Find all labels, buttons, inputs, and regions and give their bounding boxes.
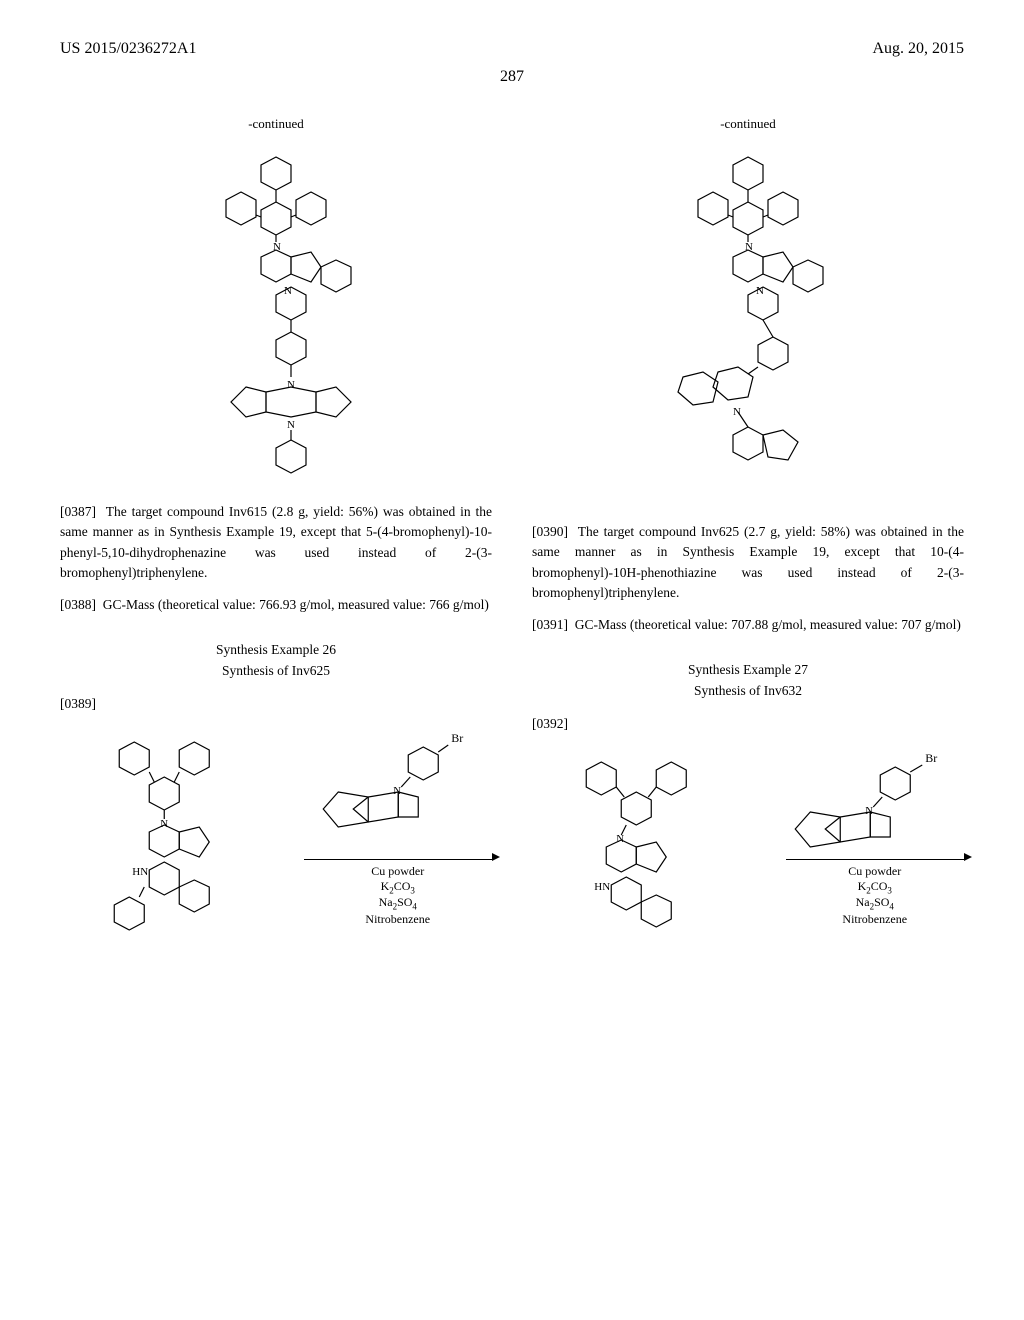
molecule-svg-inv625: N N N bbox=[532, 142, 964, 502]
right-column: -continued N N bbox=[532, 116, 964, 972]
svg-text:N: N bbox=[733, 406, 741, 418]
page-header: US 2015/0236272A1 Aug. 20, 2015 bbox=[60, 40, 964, 58]
paragraph-0387: [0387] The target compound Inv615 (2.8 g… bbox=[60, 502, 492, 583]
svg-text:N: N bbox=[160, 818, 168, 830]
svg-text:N: N bbox=[756, 285, 764, 297]
svg-text:HN: HN bbox=[594, 881, 610, 893]
molecule-svg-scheme26-left: N HN bbox=[60, 727, 269, 957]
example-26-title: Synthesis Example 26 bbox=[60, 642, 492, 658]
reaction-arrow-27 bbox=[786, 857, 965, 860]
paragraph-0390: [0390] The target compound Inv625 (2.7 g… bbox=[532, 522, 964, 603]
para-text-0391: GC-Mass (theoretical value: 707.88 g/mol… bbox=[575, 617, 961, 632]
two-column-layout: -continued N bbox=[60, 116, 964, 972]
reagent-27-line4: Nitrobenzene bbox=[786, 912, 965, 927]
reagent-27-line3: Na2SO4 bbox=[786, 895, 965, 911]
para-text-0390: The target compound Inv625 (2.7 g, yield… bbox=[532, 524, 964, 600]
page-number: 287 bbox=[60, 68, 964, 86]
patent-date: Aug. 20, 2015 bbox=[872, 40, 964, 58]
svg-text:N: N bbox=[284, 285, 292, 297]
scheme-26: N HN Br bbox=[60, 727, 492, 957]
chemical-structure-inv615: N N N N bbox=[60, 142, 492, 482]
para-number-0392: [0392] bbox=[532, 716, 568, 731]
reagent-27-line1: Cu powder bbox=[786, 864, 965, 879]
paragraph-0392: [0392] bbox=[532, 714, 964, 734]
reagent-26-line3: Na2SO4 bbox=[304, 895, 493, 911]
molecule-svg-inv615: N N N N bbox=[60, 142, 492, 482]
scheme-27-reactant-1: N HN bbox=[532, 747, 741, 957]
svg-text:HN: HN bbox=[132, 866, 148, 878]
svg-text:N: N bbox=[287, 419, 295, 431]
para-number-0388: [0388] bbox=[60, 597, 96, 612]
para-text-0388: GC-Mass (theoretical value: 766.93 g/mol… bbox=[103, 597, 489, 612]
svg-text:N: N bbox=[287, 379, 295, 391]
reaction-arrow-26 bbox=[304, 857, 493, 860]
scheme-27-reactant-2: Br N Cu powder K2CO3 Na2SO4 Ni bbox=[756, 747, 965, 957]
svg-text:N: N bbox=[616, 833, 624, 845]
patent-number: US 2015/0236272A1 bbox=[60, 40, 196, 58]
reagent-26-line2: K2CO3 bbox=[304, 879, 493, 895]
para-text-0387: The target compound Inv615 (2.8 g, yield… bbox=[60, 504, 492, 580]
reagent-27-line2: K2CO3 bbox=[786, 879, 965, 895]
reagent-box-26: Cu powder K2CO3 Na2SO4 Nitrobenzene bbox=[304, 757, 493, 927]
para-number-0390: [0390] bbox=[532, 524, 568, 539]
chemical-structure-inv625: N N N bbox=[532, 142, 964, 502]
para-number-0391: [0391] bbox=[532, 617, 568, 632]
left-column: -continued N bbox=[60, 116, 492, 972]
paragraph-0389: [0389] bbox=[60, 694, 492, 714]
para-number-0389: [0389] bbox=[60, 696, 96, 711]
example-27-title: Synthesis Example 27 bbox=[532, 662, 964, 678]
molecule-svg-scheme27-left: N HN bbox=[532, 747, 741, 957]
scheme-26-reactant-1: N HN bbox=[60, 727, 269, 957]
example-27-subtitle: Synthesis of Inv632 bbox=[532, 683, 964, 699]
para-number-0387: [0387] bbox=[60, 504, 96, 519]
svg-text:Br: Br bbox=[451, 731, 463, 745]
reagent-box-27: Cu powder K2CO3 Na2SO4 Nitrobenzene bbox=[786, 757, 965, 927]
continued-label-left: -continued bbox=[60, 116, 492, 132]
example-26-subtitle: Synthesis of Inv625 bbox=[60, 663, 492, 679]
paragraph-0388: [0388] GC-Mass (theoretical value: 766.9… bbox=[60, 595, 492, 615]
reagent-26-line1: Cu powder bbox=[304, 864, 493, 879]
reagent-26-line4: Nitrobenzene bbox=[304, 912, 493, 927]
scheme-26-reactant-2: Br N Cu powder K2CO3 Na2SO4 Ni bbox=[284, 727, 493, 957]
paragraph-0391: [0391] GC-Mass (theoretical value: 707.8… bbox=[532, 615, 964, 635]
continued-label-right: -continued bbox=[532, 116, 964, 132]
scheme-27: N HN Br N bbox=[532, 747, 964, 957]
